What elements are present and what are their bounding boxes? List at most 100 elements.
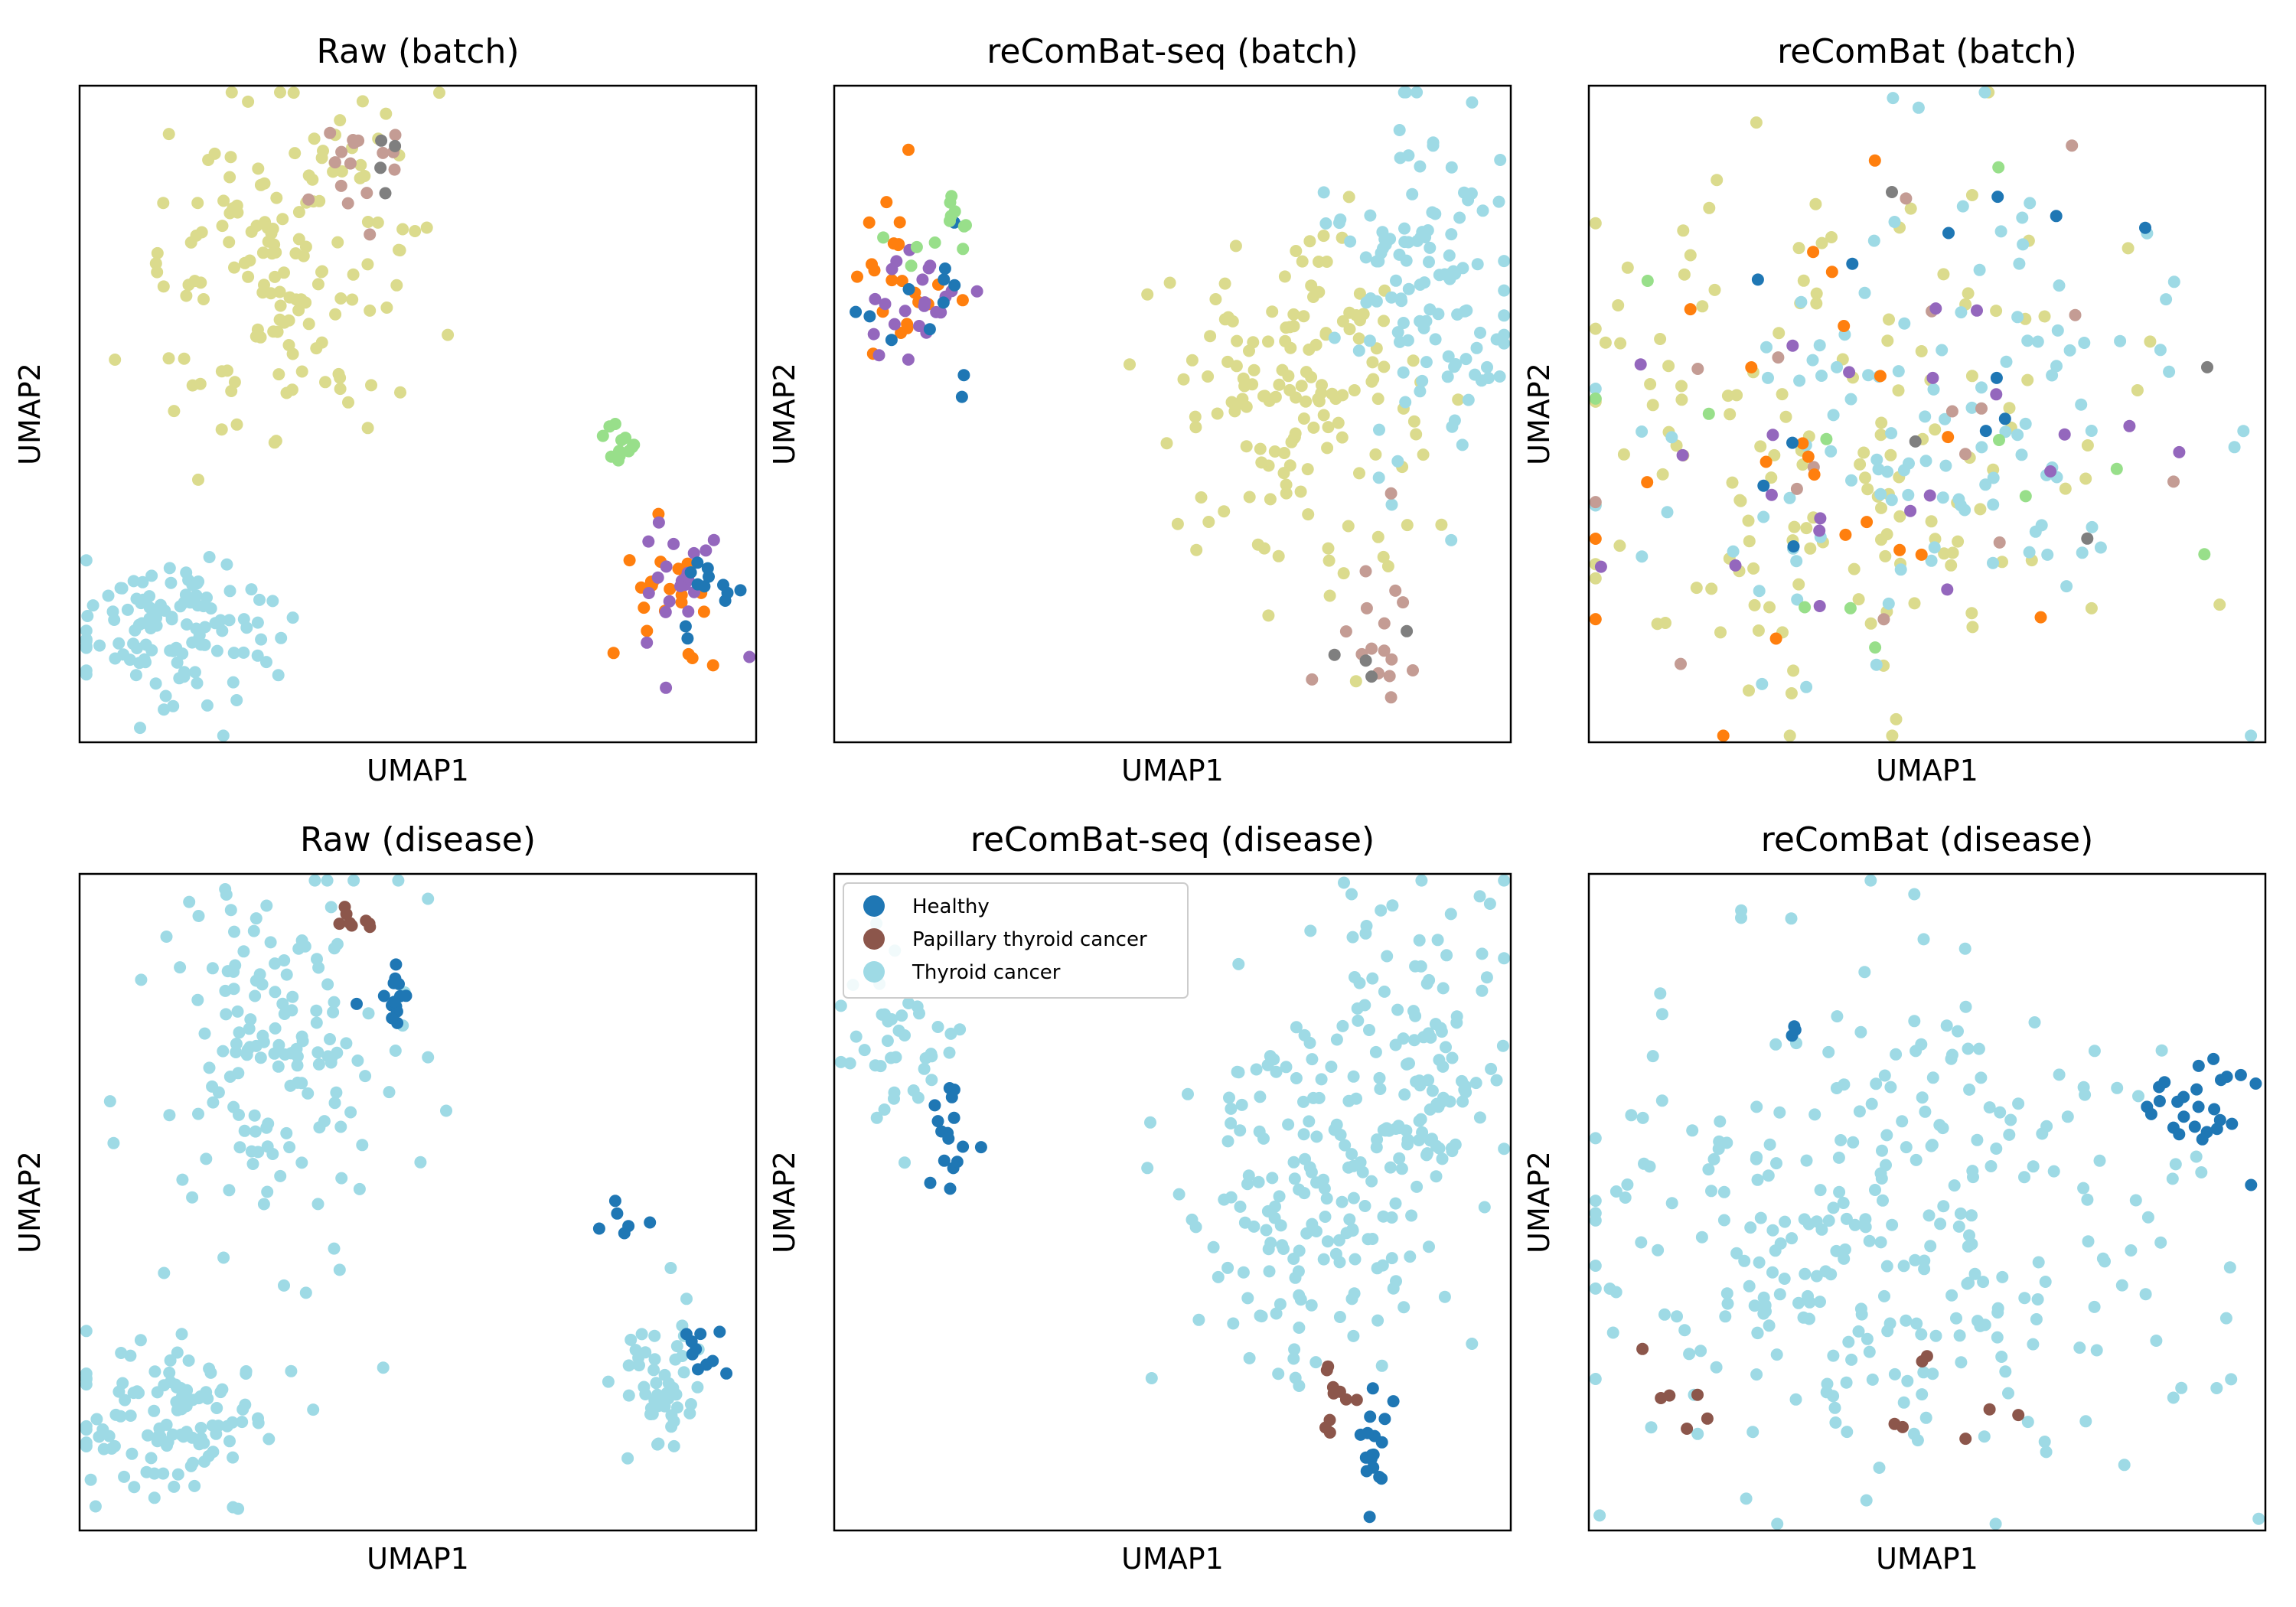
data-point [1886,186,1898,198]
data-point [183,895,196,908]
data-point [1416,374,1429,387]
data-point [923,323,936,336]
data-point [268,1047,281,1060]
data-point [1842,1335,1855,1348]
data-point [1301,463,1314,476]
data-point [607,647,620,660]
data-point [1257,1132,1270,1145]
data-point [1277,467,1290,480]
data-point [1359,565,1372,578]
data-point [1797,1311,1810,1324]
data-point [1867,234,1880,247]
data-point [1738,1254,1751,1267]
data-point [1751,1173,1764,1186]
data-point [2249,1077,2262,1090]
data-point [1414,1113,1427,1126]
data-point [215,423,228,436]
data-point [364,228,377,241]
data-point [132,618,145,631]
data-point [1218,505,1231,518]
data-point [713,1325,726,1338]
data-point [134,1334,147,1347]
data-point [1473,1111,1486,1124]
data-point [925,1074,938,1087]
data-point [1929,1329,1942,1342]
y-axis-label: UMAP2 [13,363,47,465]
data-point [1273,1190,1286,1203]
data-point [1589,572,1602,585]
data-point [937,296,950,309]
data-point [1908,597,1921,610]
data-point [1606,1326,1619,1339]
data-point [1662,360,1675,373]
data-point [899,1156,911,1169]
data-point [667,1439,680,1452]
data-point [1938,547,1951,560]
x-axis-label: UMAP1 [1121,1542,1224,1576]
data-point [1918,1254,1931,1267]
data-point [223,585,236,598]
data-point [292,942,305,955]
chart-title: Raw (disease) [300,820,536,859]
data-point [1481,360,1493,373]
data-point [182,279,195,292]
data-point [1701,1412,1714,1425]
data-point [1261,1058,1274,1071]
data-point [197,1436,210,1449]
data-point [165,613,178,626]
data-point [1877,1194,1889,1207]
data-point [255,633,268,646]
data-point [1485,1062,1498,1075]
data-point [1979,478,1992,491]
data-point [1754,440,1767,453]
data-point [1861,1332,1874,1345]
data-point [1366,356,1379,369]
data-point [1287,1156,1300,1169]
data-point [1448,414,1461,427]
data-point [1373,423,1385,436]
data-point [102,589,115,602]
data-point [2044,465,2057,478]
data-point [1263,1265,1276,1278]
data-point [103,1095,116,1108]
data-point [1415,874,1428,887]
data-point [225,86,238,99]
data-point [128,1481,141,1494]
data-point [1466,1338,1479,1350]
data-point [659,605,672,618]
data-point [2053,279,2066,292]
data-point [1365,670,1378,683]
data-point [1378,644,1391,657]
data-point [1430,1139,1443,1152]
data-point [1868,154,1881,167]
data-point [2016,211,2029,224]
data-point [197,293,210,305]
data-point [1279,334,1292,347]
data-point [2066,139,2079,152]
data-point [1293,1380,1306,1392]
data-point [1636,1342,1649,1355]
data-point [1717,729,1730,742]
data-point [1438,1290,1451,1303]
data-point [116,1377,129,1390]
data-point [1888,216,1901,228]
data-point [895,327,908,339]
data-point [1983,1403,1996,1416]
data-point [1345,1148,1358,1161]
data-point [246,1158,259,1170]
data-point [361,258,374,271]
scatter-points [80,874,733,1515]
data-point [292,206,305,219]
data-point [226,1416,239,1429]
data-point [1297,310,1310,323]
data-point [227,202,240,215]
data-point [1910,1317,1923,1330]
data-point [2018,1171,2030,1184]
data-point [1221,1261,1234,1274]
data-point [1855,1308,1868,1321]
data-point [287,86,300,99]
data-point [1378,315,1390,328]
data-point [148,1365,161,1378]
data-point [1965,607,1978,620]
